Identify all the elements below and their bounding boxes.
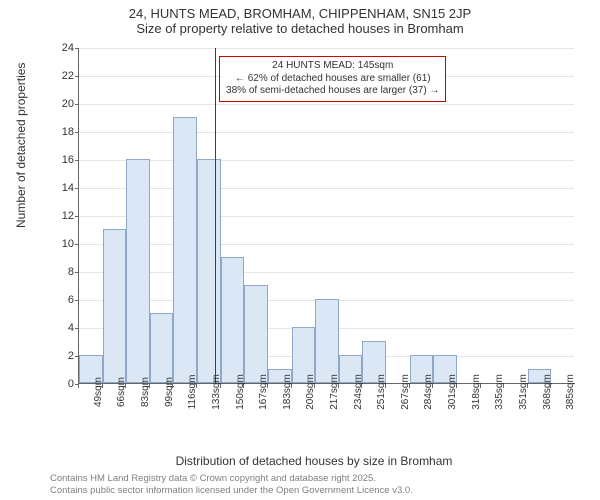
x-tick-label: 301sqm	[447, 374, 458, 410]
x-tick-label: 116sqm	[187, 375, 198, 410]
x-tick-mark	[291, 384, 292, 388]
y-tick-mark	[75, 104, 79, 105]
x-tick-mark	[314, 384, 315, 388]
x-tick-mark	[338, 384, 339, 388]
annotation-box: 24 HUNTS MEAD: 145sqm← 62% of detached h…	[219, 56, 446, 102]
x-tick-mark	[102, 384, 103, 388]
annotation-line1: 24 HUNTS MEAD: 145sqm	[226, 60, 439, 73]
x-tick-label: 335sqm	[494, 374, 505, 410]
page-subtitle: Size of property relative to detached ho…	[0, 21, 600, 36]
annotation-line3: 38% of semi-detached houses are larger (…	[226, 85, 439, 98]
x-tick-label: 217sqm	[329, 374, 340, 410]
x-tick-mark	[503, 384, 504, 388]
x-tick-label: 49sqm	[93, 377, 104, 407]
y-tick-label: 6	[68, 294, 74, 306]
x-tick-label: 251sqm	[376, 374, 387, 410]
x-tick-label: 284sqm	[423, 374, 434, 410]
x-tick-mark	[361, 384, 362, 388]
x-tick-mark	[409, 384, 410, 388]
histogram-bar	[315, 299, 339, 383]
x-tick-mark	[172, 384, 173, 388]
grid-line	[79, 272, 574, 273]
x-tick-mark	[550, 384, 551, 388]
y-tick-label: 14	[62, 182, 74, 194]
y-tick-label: 4	[68, 322, 74, 334]
x-tick-label: 368sqm	[542, 374, 553, 410]
histogram-bar	[221, 257, 245, 383]
x-tick-label: 99sqm	[164, 377, 175, 407]
y-tick-label: 10	[62, 238, 74, 250]
chart-container: 24 HUNTS MEAD: 145sqm← 62% of detached h…	[54, 48, 574, 408]
x-tick-label: 66sqm	[116, 377, 127, 407]
y-tick-label: 16	[62, 154, 74, 166]
histogram-bar	[244, 285, 268, 383]
y-tick-mark	[75, 300, 79, 301]
x-tick-label: 150sqm	[235, 374, 246, 410]
x-tick-label: 183sqm	[282, 374, 293, 410]
x-tick-mark	[78, 384, 79, 388]
y-tick-label: 20	[62, 98, 74, 110]
y-tick-label: 22	[62, 70, 74, 82]
x-tick-mark	[243, 384, 244, 388]
x-tick-mark	[125, 384, 126, 388]
histogram-bar	[173, 117, 197, 383]
marker-line	[215, 48, 216, 384]
x-tick-mark	[196, 384, 197, 388]
x-tick-mark	[385, 384, 386, 388]
y-tick-label: 8	[68, 266, 74, 278]
x-tick-label: 133sqm	[211, 374, 222, 410]
y-axis-label: Number of detached properties	[14, 63, 28, 228]
grid-line	[79, 244, 574, 245]
x-tick-label: 83sqm	[140, 377, 151, 407]
x-tick-mark	[432, 384, 433, 388]
y-tick-label: 2	[68, 350, 74, 362]
x-tick-label: 234sqm	[353, 374, 364, 410]
page-title: 24, HUNTS MEAD, BROMHAM, CHIPPENHAM, SN1…	[0, 6, 600, 21]
histogram-bar	[103, 229, 127, 383]
histogram-bar	[150, 313, 174, 383]
y-tick-mark	[75, 48, 79, 49]
annotation-line2: ← 62% of detached houses are smaller (61…	[226, 73, 439, 86]
grid-line	[79, 48, 574, 49]
x-tick-mark	[149, 384, 150, 388]
footnote-line1: Contains HM Land Registry data © Crown c…	[50, 473, 413, 484]
grid-line	[79, 160, 574, 161]
x-axis-label: Distribution of detached houses by size …	[54, 454, 574, 468]
x-tick-mark	[456, 384, 457, 388]
histogram-bar	[126, 159, 150, 383]
y-tick-label: 18	[62, 126, 74, 138]
y-tick-mark	[75, 76, 79, 77]
y-tick-mark	[75, 328, 79, 329]
y-tick-mark	[75, 188, 79, 189]
x-tick-mark	[220, 384, 221, 388]
x-tick-mark	[480, 384, 481, 388]
x-tick-label: 167sqm	[258, 374, 269, 410]
grid-line	[79, 132, 574, 133]
y-tick-label: 12	[62, 210, 74, 222]
y-tick-label: 24	[62, 42, 74, 54]
x-tick-mark	[267, 384, 268, 388]
y-tick-mark	[75, 244, 79, 245]
x-tick-label: 318sqm	[471, 374, 482, 410]
x-tick-label: 200sqm	[305, 374, 316, 410]
histogram-bar	[197, 159, 221, 383]
footnote-line2: Contains public sector information licen…	[50, 485, 413, 496]
grid-line	[79, 216, 574, 217]
y-tick-label: 0	[68, 378, 74, 390]
x-tick-label: 351sqm	[518, 374, 529, 410]
x-tick-label: 267sqm	[400, 374, 411, 410]
x-tick-mark	[527, 384, 528, 388]
footnote: Contains HM Land Registry data © Crown c…	[50, 473, 413, 496]
y-tick-mark	[75, 160, 79, 161]
grid-line	[79, 188, 574, 189]
y-tick-mark	[75, 272, 79, 273]
x-tick-label: 385sqm	[565, 374, 576, 410]
y-tick-mark	[75, 216, 79, 217]
plot-area: 24 HUNTS MEAD: 145sqm← 62% of detached h…	[78, 48, 574, 384]
y-tick-mark	[75, 132, 79, 133]
grid-line	[79, 104, 574, 105]
